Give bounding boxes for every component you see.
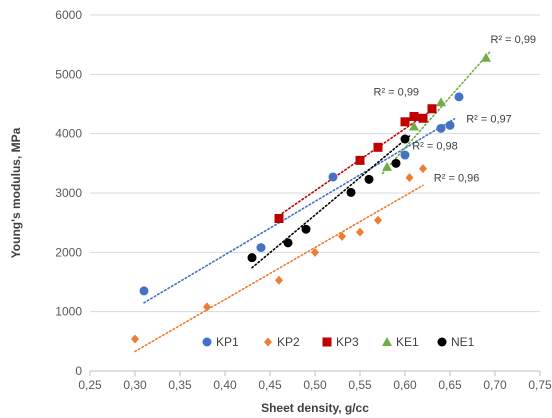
point-ke1 xyxy=(436,97,446,107)
point-kp2 xyxy=(275,275,283,285)
point-kp2 xyxy=(356,227,364,237)
r2-label: R² = 0,98 xyxy=(412,141,458,153)
point-kp3 xyxy=(418,113,428,123)
legend-marker-ne1 xyxy=(437,337,447,347)
point-kp2 xyxy=(419,164,427,174)
x-axis-ticks: 0,25 0,30 0,35 0,40 0,45 0,50 0,55 0,60 0,65 0,70… xyxy=(78,371,552,392)
point-kp2 xyxy=(338,231,346,241)
trendline-kp2 xyxy=(134,184,424,353)
legend-label-kp1: KP1 xyxy=(216,335,239,349)
y-tick-label: 3000 xyxy=(55,186,82,200)
point-kp3 xyxy=(373,142,383,152)
point-kp2 xyxy=(131,334,139,344)
point-kp3 xyxy=(427,104,437,114)
trendline-ne1 xyxy=(251,135,411,269)
point-ne1 xyxy=(283,238,293,248)
point-kp2 xyxy=(374,215,382,225)
point-ne1 xyxy=(391,158,401,168)
point-kp1 xyxy=(445,120,455,130)
x-tick-label: 0,60 xyxy=(393,378,417,392)
point-kp1 xyxy=(454,92,464,102)
x-tick-label: 0,55 xyxy=(348,378,372,392)
point-ne1 xyxy=(400,134,410,144)
r2-label: R² = 0,96 xyxy=(434,173,480,185)
x-tick-label: 0,25 xyxy=(78,378,102,392)
legend-label-ke1: KE1 xyxy=(396,335,419,349)
point-ke1 xyxy=(481,52,491,62)
r2-label: R² = 0,97 xyxy=(466,113,512,125)
legend: KP1 KP2 KP3 KE1 NE1 xyxy=(202,335,475,349)
r2-annotations: R² = 0,99 R² = 0,99 R² = 0,97 R² = 0,98 R² =… xyxy=(374,34,537,185)
y-tick-label: 4000 xyxy=(55,127,82,141)
x-tick-label: 0,75 xyxy=(528,378,552,392)
y-tick-label: 6000 xyxy=(55,8,82,22)
point-kp2 xyxy=(405,173,414,183)
trendline-kp1 xyxy=(143,118,456,304)
x-tick-label: 0,45 xyxy=(258,378,282,392)
legend-label-kp3: KP3 xyxy=(336,335,359,349)
point-ne1 xyxy=(301,224,311,234)
r2-label: R² = 0,99 xyxy=(491,34,537,46)
y-axis-title: Young's modulus, MPa xyxy=(9,127,23,258)
point-kp1 xyxy=(400,150,410,160)
point-kp1 xyxy=(139,286,149,296)
point-ne1 xyxy=(364,174,374,184)
data-points xyxy=(131,52,491,344)
y-tick-label: 0 xyxy=(75,364,82,378)
legend-label-ne1: NE1 xyxy=(451,335,475,349)
point-kp3 xyxy=(409,111,419,121)
y-tick-label: 5000 xyxy=(55,67,82,81)
point-kp2 xyxy=(203,302,211,312)
legend-marker-kp1 xyxy=(202,337,212,347)
r2-label: R² = 0,99 xyxy=(374,87,420,99)
x-tick-label: 0,50 xyxy=(303,378,327,392)
point-kp2 xyxy=(311,247,319,257)
x-tick-label: 0,35 xyxy=(168,378,192,392)
legend-marker-kp3 xyxy=(322,337,332,347)
y-tick-label: 1000 xyxy=(55,305,82,319)
legend-marker-kp2 xyxy=(264,337,272,347)
x-tick-label: 0,30 xyxy=(123,378,147,392)
x-tick-label: 0,70 xyxy=(483,378,507,392)
x-tick-label: 0,65 xyxy=(438,378,462,392)
point-ke1 xyxy=(409,121,419,131)
point-kp3 xyxy=(400,117,410,127)
point-ke1 xyxy=(382,161,392,171)
point-kp3 xyxy=(274,214,284,224)
legend-label-kp2: KP2 xyxy=(277,335,300,349)
y-tick-label: 2000 xyxy=(55,245,82,259)
point-ne1 xyxy=(247,253,257,263)
point-kp3 xyxy=(355,155,365,165)
point-ne1 xyxy=(346,187,356,197)
gridlines xyxy=(90,14,540,372)
trendlines xyxy=(134,50,492,353)
x-axis-title: Sheet density, g/cc xyxy=(261,401,369,415)
point-kp1 xyxy=(436,123,446,133)
legend-marker-ke1 xyxy=(382,337,392,346)
y-axis-ticks: 0 1000 2000 3000 4000 5000 6000 xyxy=(55,8,82,378)
point-kp1 xyxy=(328,172,338,182)
point-kp1 xyxy=(256,243,266,253)
x-tick-label: 0,40 xyxy=(213,378,237,392)
